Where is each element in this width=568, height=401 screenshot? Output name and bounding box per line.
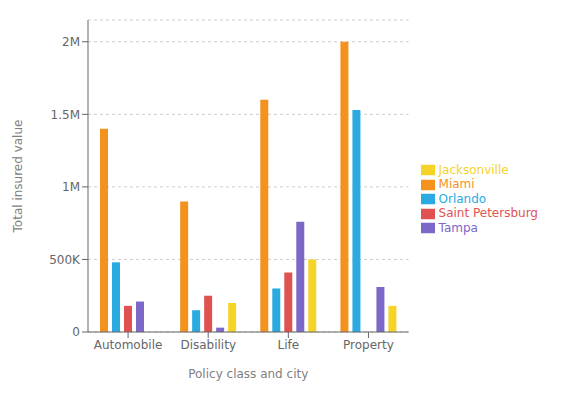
html-text:Tampa: Tampa — [438, 220, 478, 235]
html-text:Jacksonville: Jacksonville — [438, 162, 509, 177]
html-text:Saint Petersburg: Saint Petersburg — [438, 206, 538, 221]
svg-text:Total insured value: Total insured value — [11, 120, 25, 234]
html-text:Orlando: Orlando — [438, 191, 487, 206]
svg-text:1M: 1M — [62, 180, 80, 194]
svg-text:1.5M: 1.5M — [51, 108, 80, 122]
svg-text:0: 0 — [72, 325, 80, 339]
svg-text:500K: 500K — [49, 253, 81, 267]
svg-text:Automobile: Automobile — [94, 338, 163, 352]
svg-text:2M: 2M — [62, 35, 80, 49]
svg-text:Life: Life — [278, 338, 300, 352]
svg-text:Disability: Disability — [180, 338, 236, 352]
svg-text:Policy class and city: Policy class and city — [188, 367, 308, 381]
svg-text:Property: Property — [343, 338, 394, 352]
html-text:Miami: Miami — [438, 177, 475, 192]
